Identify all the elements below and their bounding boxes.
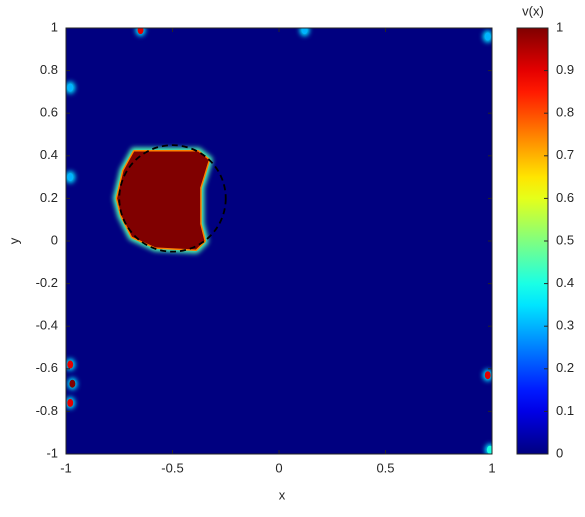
colorbar-tick-label: 0 xyxy=(556,445,563,460)
x-axis-label: x xyxy=(279,487,286,502)
spot xyxy=(69,379,76,388)
colorbar-tick-label: 0.9 xyxy=(556,62,574,77)
colorbar-title: v(x) xyxy=(522,3,544,18)
x-tick-label: 0.5 xyxy=(376,460,394,475)
y-tick-label: -0.4 xyxy=(36,318,58,333)
y-tick-label: 1 xyxy=(51,19,58,34)
colorbar-tick-label: 0.5 xyxy=(556,232,574,247)
spot xyxy=(137,28,144,35)
spot xyxy=(67,173,74,182)
spot xyxy=(484,32,491,41)
colorbar xyxy=(516,27,549,455)
y-tick-label: 0.4 xyxy=(40,147,58,162)
spot xyxy=(67,83,74,92)
heatmap-background xyxy=(66,28,492,454)
y-tick-label: -1 xyxy=(46,445,58,460)
x-tick-label: 0 xyxy=(275,460,282,475)
colorbar-tick-label: 0.7 xyxy=(556,147,574,162)
colorbar-tick-label: 0.1 xyxy=(556,403,574,418)
colorbar-tick-label: 0.2 xyxy=(556,360,574,375)
colorbar-tick-label: 0.3 xyxy=(556,318,574,333)
colorbar-tick-label: 0.6 xyxy=(556,190,574,205)
y-tick-label: 0.2 xyxy=(40,190,58,205)
y-tick-label: -0.2 xyxy=(36,275,58,290)
spot xyxy=(484,371,491,380)
region xyxy=(117,151,209,250)
colorbar-tick-label: 1 xyxy=(556,19,563,34)
y-tick-label: 0.6 xyxy=(40,105,58,120)
spot xyxy=(67,398,74,407)
x-tick-label: 1 xyxy=(488,460,495,475)
spot xyxy=(67,360,74,369)
x-tick-label: -0.5 xyxy=(161,460,183,475)
colorbar-tick-label: 0.8 xyxy=(556,105,574,120)
spot xyxy=(301,28,308,35)
reference-circle xyxy=(118,144,227,253)
spot xyxy=(486,445,492,454)
y-tick-label: -0.6 xyxy=(36,360,58,375)
y-axis-label: y xyxy=(6,237,21,244)
plot-area xyxy=(66,28,492,454)
colorbar-tick-label: 0.4 xyxy=(556,275,574,290)
y-tick-label: 0.8 xyxy=(40,62,58,77)
x-tick-label: -1 xyxy=(60,460,72,475)
y-tick-label: 0 xyxy=(51,232,58,247)
y-tick-label: -0.8 xyxy=(36,403,58,418)
